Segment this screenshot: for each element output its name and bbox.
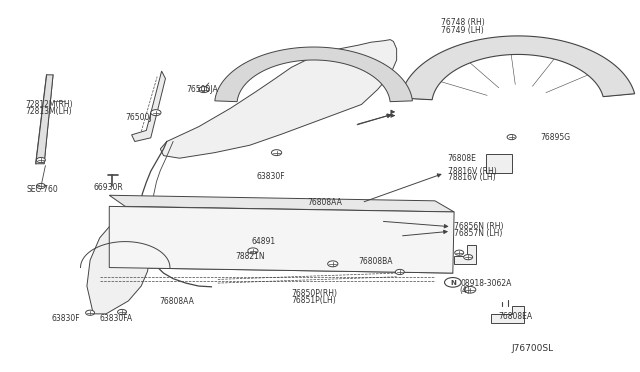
Polygon shape [401, 36, 635, 100]
Text: 76808E: 76808E [448, 154, 477, 163]
Polygon shape [215, 47, 412, 102]
Text: 76749 (LH): 76749 (LH) [442, 26, 484, 35]
Circle shape [445, 278, 461, 287]
Circle shape [465, 286, 476, 293]
Text: 76850P(RH): 76850P(RH) [291, 289, 337, 298]
Text: SEC.760: SEC.760 [26, 185, 58, 194]
Circle shape [86, 310, 95, 315]
Text: 63830F: 63830F [52, 314, 81, 323]
Text: J76700SL: J76700SL [511, 344, 554, 353]
Circle shape [248, 248, 258, 254]
Circle shape [271, 150, 282, 155]
Polygon shape [109, 206, 454, 273]
Circle shape [36, 157, 45, 163]
Circle shape [455, 250, 464, 255]
Text: 76857N (LH): 76857N (LH) [454, 229, 502, 238]
Text: 63830F: 63830F [256, 172, 285, 181]
Text: 76500JA: 76500JA [186, 85, 218, 94]
Text: 72812M(RH): 72812M(RH) [25, 100, 72, 109]
Text: 76895G: 76895G [540, 133, 570, 142]
Circle shape [36, 183, 45, 189]
Polygon shape [161, 39, 397, 158]
Polygon shape [36, 75, 53, 164]
Circle shape [464, 254, 472, 260]
Circle shape [198, 87, 209, 93]
Polygon shape [132, 71, 166, 141]
Text: 72813M(LH): 72813M(LH) [25, 108, 72, 116]
Text: 66930R: 66930R [93, 183, 123, 192]
Text: 76500J: 76500J [125, 113, 152, 122]
Text: 78816V (RH): 78816V (RH) [448, 167, 497, 176]
Text: 08918-3062A: 08918-3062A [461, 279, 512, 288]
Text: 76748 (RH): 76748 (RH) [442, 19, 485, 28]
Polygon shape [87, 216, 151, 314]
Polygon shape [454, 245, 476, 264]
Polygon shape [486, 154, 511, 173]
Circle shape [396, 269, 404, 275]
Text: 76808EA: 76808EA [499, 312, 533, 321]
Text: 63830FA: 63830FA [100, 314, 133, 323]
Text: (4): (4) [460, 286, 470, 295]
Circle shape [328, 261, 338, 267]
Circle shape [507, 135, 516, 140]
Text: 76808BA: 76808BA [358, 257, 393, 266]
Text: 76856N (RH): 76856N (RH) [454, 222, 504, 231]
Text: 76808AA: 76808AA [159, 297, 194, 306]
Text: 78821N: 78821N [236, 252, 266, 261]
Circle shape [118, 310, 127, 315]
Text: 78816V (LH): 78816V (LH) [448, 173, 495, 182]
Text: N: N [450, 280, 456, 286]
Text: 64891: 64891 [251, 237, 275, 246]
Circle shape [151, 110, 161, 116]
Text: 76851P(LH): 76851P(LH) [291, 296, 336, 305]
Polygon shape [491, 307, 524, 323]
Text: 76808AA: 76808AA [307, 198, 342, 207]
Polygon shape [109, 195, 454, 212]
